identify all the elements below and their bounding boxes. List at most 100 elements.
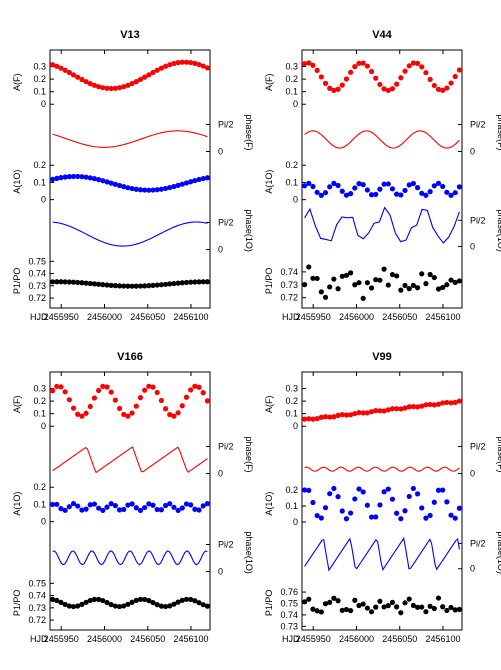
data-point [339,412,345,418]
data-point [368,409,375,415]
panel-phase1o: 0 Pi/2 phase(1O) [304,206,501,252]
data-point [200,602,206,608]
data-point [402,68,408,74]
data-point [108,389,114,395]
data-point [121,283,127,289]
data-point [54,501,60,507]
data-point [70,500,77,507]
y-axis-label: A(F) [264,74,274,92]
y-axis-label: phase(1O) [244,531,254,574]
data-point [322,414,329,420]
data-point [91,596,98,602]
data-point [183,279,190,286]
data-point [62,279,68,285]
data-point [360,601,366,607]
data-point [75,74,81,80]
data-point [62,389,68,395]
data-point [79,280,85,286]
x-tick-label: 2456100 [173,634,208,644]
data-point [444,85,450,91]
data-point [398,75,404,81]
data-point [204,603,211,609]
data-point [91,501,98,507]
data-point [398,287,404,293]
y-tick-label: 0.2 [285,160,298,170]
data-point [335,494,341,500]
data-point [146,283,152,289]
data-point [360,182,366,188]
data-point [444,189,450,195]
data-point [406,182,412,188]
data-point [175,410,181,416]
y-tick-label: 0 [41,517,46,527]
data-point [423,281,429,287]
data-point [440,400,446,406]
data-point [83,410,89,416]
data-point [129,283,135,289]
data-point [58,384,64,390]
data-point [75,411,81,417]
panel-phase1o: 0 Pi/2 phase(1O) [52,209,254,255]
data-point [356,486,362,492]
data-point [423,402,429,408]
data-point [327,491,333,497]
panel-af: 0 0.1 0.2 0.3 A(F) [264,60,463,109]
data-point [137,76,144,83]
y-tick-label: 0.74 [280,267,298,277]
data-point [83,506,89,512]
data-point [352,410,358,417]
panel-af: 0 0.1 0.2 0.3 A(F) [264,384,463,431]
data-point [192,598,198,604]
y-axis-label: P1/PO [12,268,22,295]
data-point [373,277,379,283]
y-axis-label: P1/PO [12,590,22,617]
y-axis-label: phase(1O) [244,209,254,252]
data-point [167,184,173,191]
data-point [146,383,152,389]
data-point [314,608,320,614]
data-point [75,279,81,286]
data-point [100,85,106,91]
data-point [444,282,450,288]
data-point [192,383,198,389]
data-point [423,192,429,198]
data-point [108,601,114,608]
data-point [154,187,160,193]
x-axis-label: HJD [282,312,300,322]
data-point [368,192,375,198]
series-line [52,446,208,474]
data-point [175,507,181,514]
data-point [179,597,185,603]
panel-phasef: 0 Pi/2 phase(F) [304,115,501,156]
data-point [310,62,316,68]
data-point [158,282,164,288]
data-point [385,181,391,187]
data-point [398,610,404,616]
data-point [389,86,396,92]
data-point [75,603,81,609]
data-point [444,499,450,505]
data-point [373,191,379,197]
x-tick-label: 2456100 [425,312,460,322]
data-point [158,65,164,71]
data-point [112,503,118,509]
y-axis-label: A(F) [12,74,22,92]
data-point [322,190,329,196]
data-point [62,601,68,608]
data-point [116,85,123,91]
data-point [175,60,181,66]
x-tick-label: 2455950 [44,634,79,644]
y-tick-label: 0.3 [285,62,298,72]
data-point [318,515,324,521]
y-axis-label: phase(F) [244,115,254,151]
data-point [62,507,68,513]
data-point [79,601,85,607]
data-point [301,599,308,605]
data-point [440,183,446,190]
data-point [183,596,190,602]
data-point [192,177,198,184]
data-point [116,182,123,189]
data-point [162,185,169,192]
data-point [188,596,194,603]
